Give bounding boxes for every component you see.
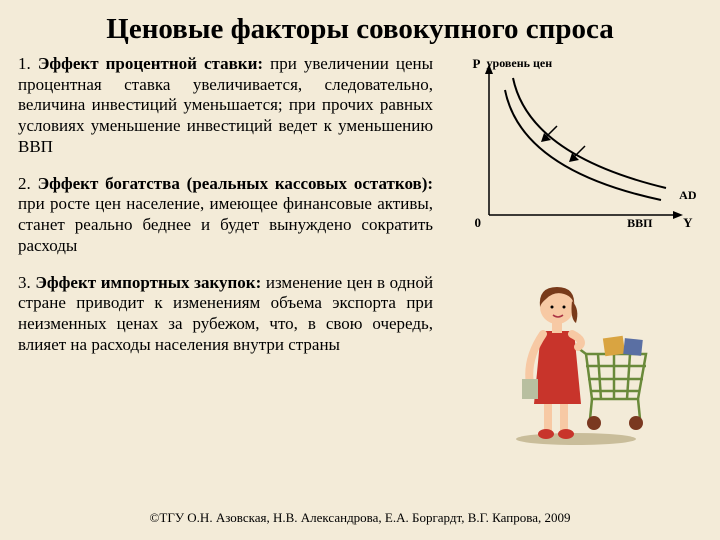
paragraph-1: 1. Эффект процентной ставки: при увеличе… — [18, 54, 433, 158]
para3-bold: Эффект импортных закупок: — [35, 273, 261, 292]
axis-label-pricelevel: уровень цен — [487, 56, 553, 71]
axis-label-p: P — [473, 56, 481, 72]
ad-curve-chart: P уровень цен AD 0 ВВП Y — [461, 60, 691, 245]
axis-label-y: Y — [683, 215, 692, 231]
para3-prefix: 3. — [18, 273, 35, 292]
page-title: Ценовые факторы совокупного спроса — [0, 0, 720, 54]
text-column: 1. Эффект процентной ставки: при увеличе… — [18, 54, 443, 449]
para2-prefix: 2. — [18, 174, 38, 193]
right-column: P уровень цен AD 0 ВВП Y — [443, 54, 702, 449]
shopper-svg — [486, 249, 666, 449]
chart-svg — [461, 60, 691, 245]
axis-label-bbp: ВВП — [627, 216, 652, 231]
axis-label-ad: AD — [679, 188, 696, 203]
footer-copyright: ©ТГУ О.Н. Азовская, Н.В. Александрова, Е… — [0, 510, 720, 526]
content-area: 1. Эффект процентной ставки: при увеличе… — [0, 54, 720, 449]
para1-bold: Эффект процентной ставки: — [38, 54, 263, 73]
para2-rest: при росте цен население, имеющее финансо… — [18, 194, 433, 254]
para2-bold: Эффект богатства (реальных кассовых оста… — [38, 174, 433, 193]
axis-label-origin: 0 — [475, 215, 482, 231]
paragraph-3: 3. Эффект импортных закупок: изменение ц… — [18, 273, 433, 356]
para1-prefix: 1. — [18, 54, 38, 73]
shopper-illustration — [486, 249, 666, 449]
paragraph-2: 2. Эффект богатства (реальных кассовых о… — [18, 174, 433, 257]
